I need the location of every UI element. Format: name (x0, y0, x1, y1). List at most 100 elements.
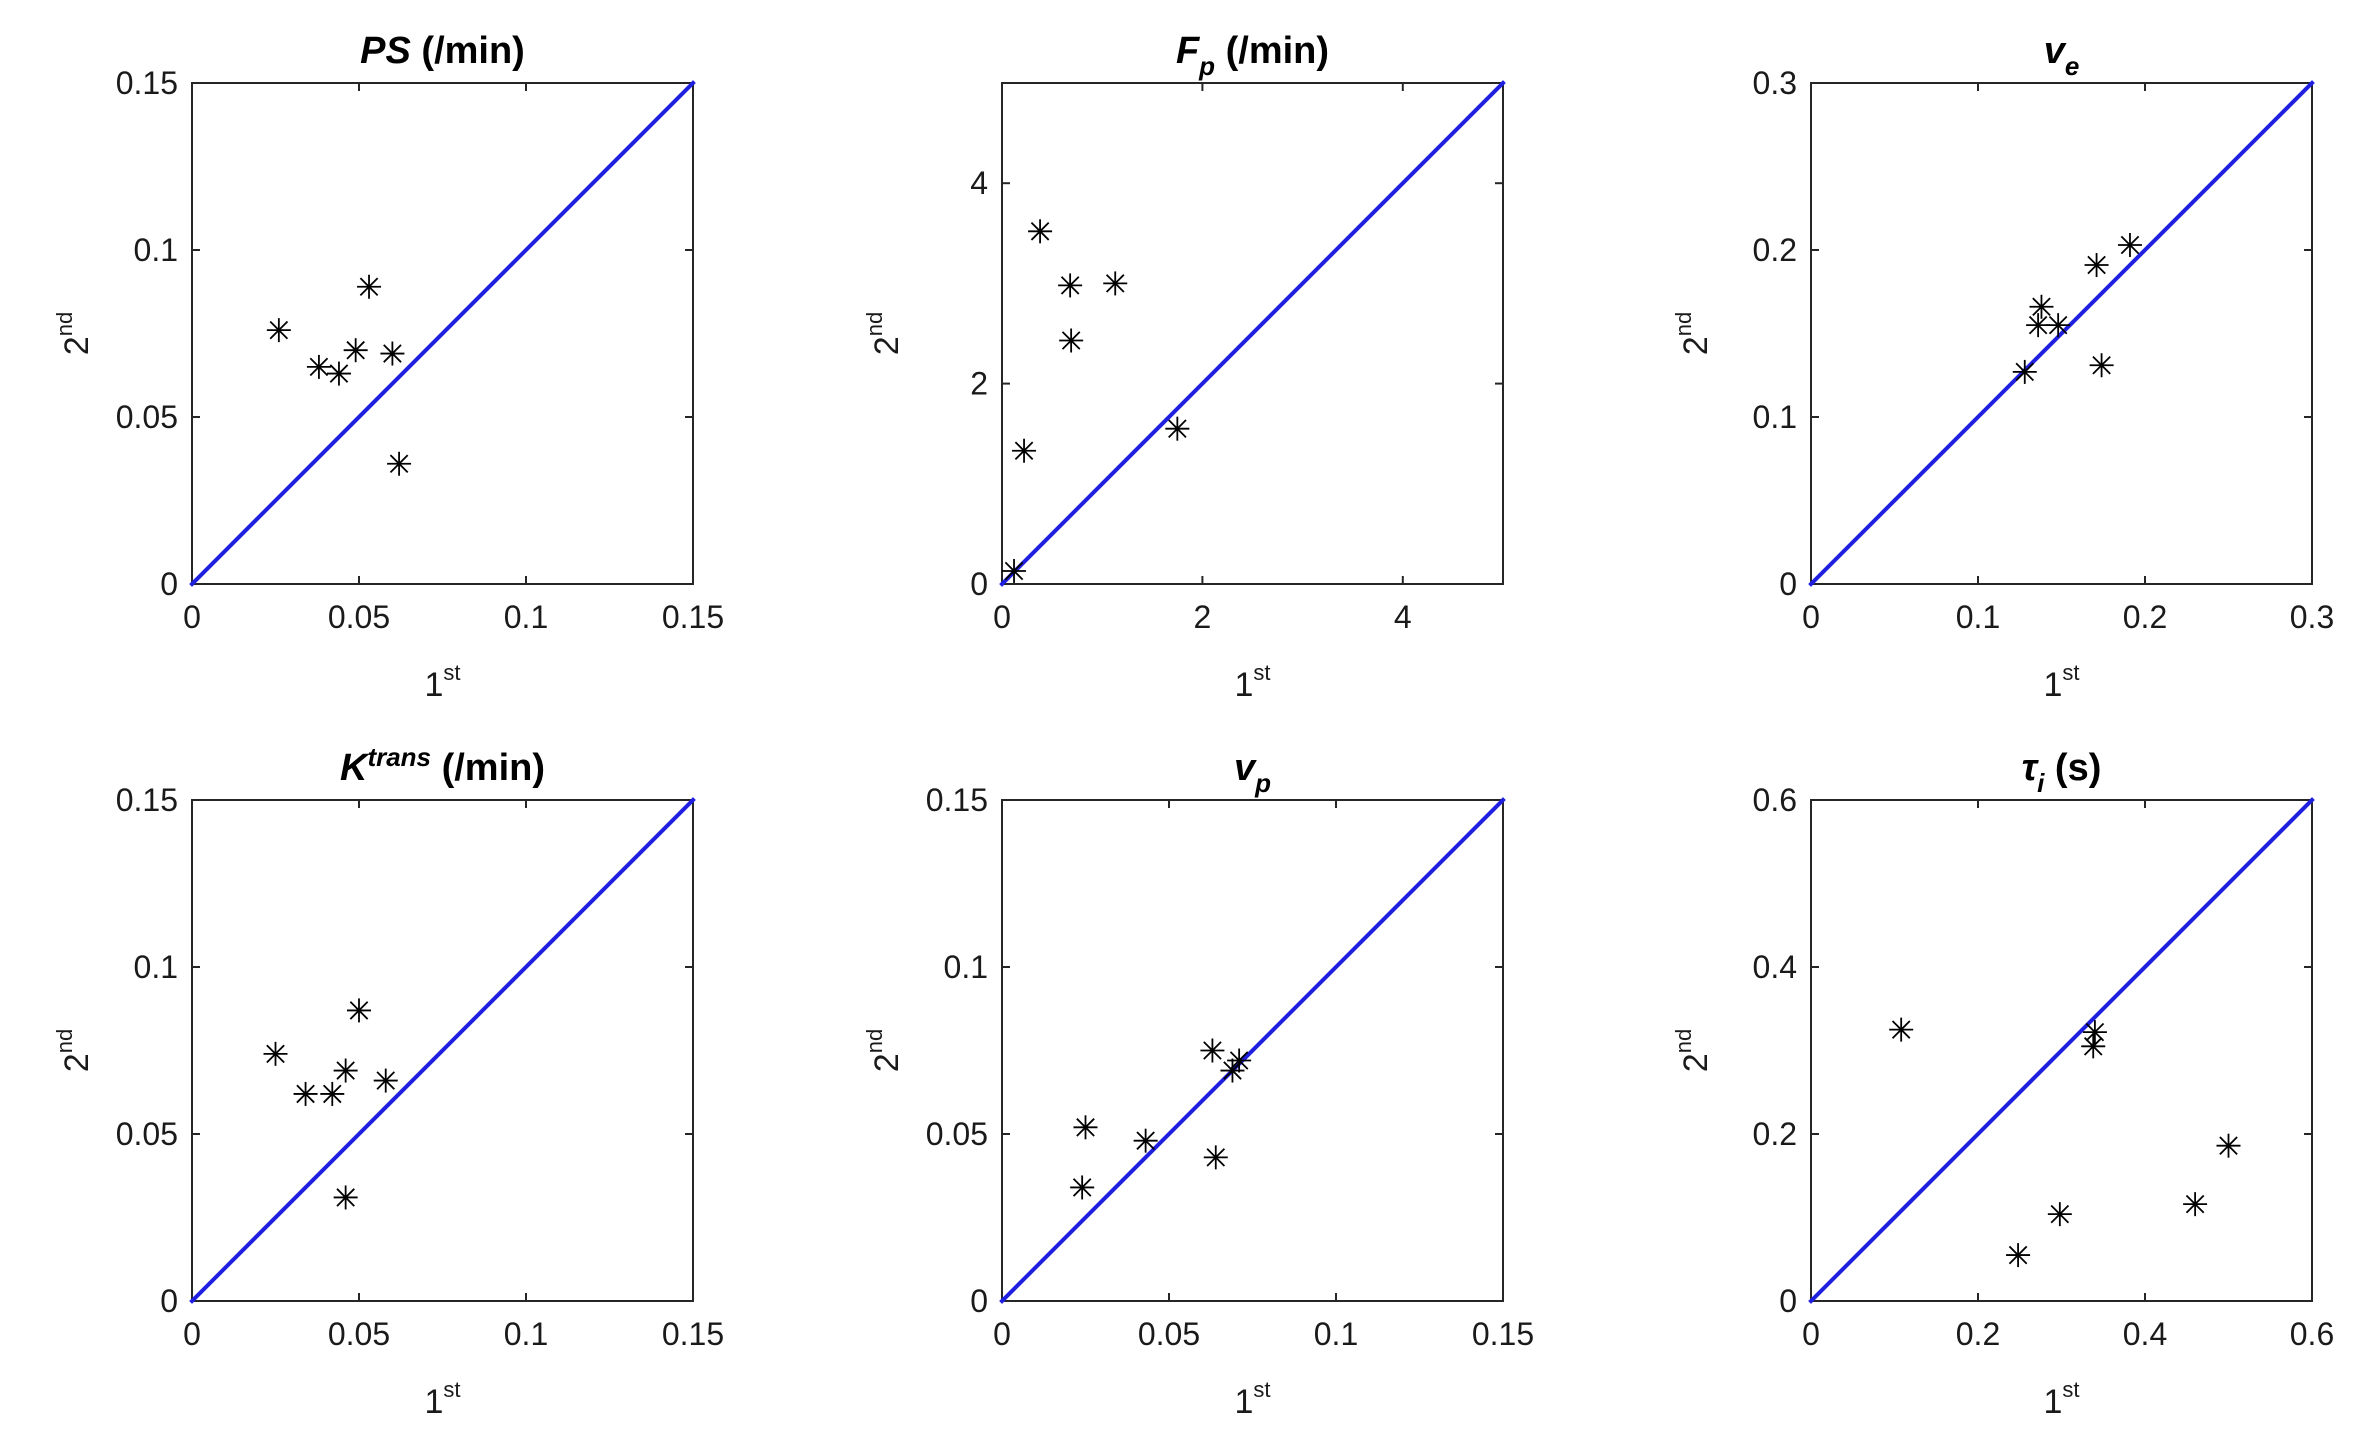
x-tick-label: 0.6 (2290, 1316, 2334, 1352)
x-axis-label: 1st (1234, 660, 1270, 704)
chart-title: Fp (/min) (1176, 30, 1329, 81)
y-tick-label: 4 (970, 165, 988, 201)
chart-title: PS (/min) (360, 30, 525, 72)
y-tick-label: 0.2 (1753, 1116, 1797, 1152)
data-point (2047, 1202, 2072, 1227)
x-axis-label: 1st (2043, 1377, 2079, 1421)
data-point (2081, 1034, 2106, 1059)
x-axis-label: 1st (424, 1377, 460, 1421)
x-axis-label: 1st (424, 660, 460, 704)
data-point (1889, 1017, 1914, 1042)
data-point (1028, 219, 1053, 244)
y-tick-label: 0.1 (134, 232, 178, 268)
y-tick-label: 0.1 (134, 949, 178, 985)
data-point (2029, 294, 2054, 319)
data-point (2026, 313, 2051, 338)
y-tick-label: 0.3 (1753, 65, 1797, 101)
data-point (1200, 1038, 1225, 1063)
y-axis-label: 2nd (1671, 312, 1715, 355)
panel-2: 0 2 4 0 2 4 Fp (/min) 1st 2nd (862, 30, 1506, 704)
axes-frame (1001, 799, 1504, 1302)
data-point (2216, 1133, 2241, 1158)
data-point (1073, 1115, 1098, 1140)
data-point (1165, 416, 1190, 441)
x-tick-label: 0 (1802, 599, 1820, 635)
x-tick-label: 0.3 (2290, 599, 2334, 635)
data-point (347, 998, 371, 1023)
y-tick-label: 0.15 (926, 782, 988, 818)
x-tick-label: 0.1 (504, 1316, 548, 1352)
data-point (1133, 1128, 1158, 1153)
data-point (2006, 1243, 2031, 1268)
panel-4: 0 0.05 0.1 0.15 0 0.05 0.1 0.15 Ktrans (/min) 1st… (52, 742, 724, 1421)
data-point (333, 1185, 358, 1210)
data-point (1059, 328, 1084, 353)
y-tick-label: 0.05 (116, 399, 178, 435)
y-tick-label: 0 (970, 566, 988, 602)
data-point (306, 354, 331, 379)
data-point (2084, 253, 2109, 278)
axes-frame (191, 82, 694, 585)
panel-3: 0 0.1 0.2 0.3 0 0.1 0.2 0.3 ve 1st 2nd (1671, 30, 2334, 704)
x-axis-label: 1st (2043, 660, 2079, 704)
data-point (343, 338, 368, 363)
x-tick-label: 0.15 (1472, 1316, 1534, 1352)
data-point (373, 1068, 398, 1093)
panel-6: 0 0.2 0.4 0.6 0 0.2 0.4 0.6 τi (s) 1st 2nd (1671, 747, 2334, 1421)
x-tick-label: 0.05 (328, 1316, 390, 1352)
x-tick-label: 0.05 (328, 599, 390, 635)
axes-frame (1810, 799, 2313, 1302)
data-point (1103, 271, 1128, 296)
identity-line (999, 80, 1506, 587)
y-tick-label: 0 (160, 566, 178, 602)
y-tick-label: 0.6 (1753, 782, 1797, 818)
x-tick-label: 0 (1802, 1316, 1820, 1352)
data-point (263, 1041, 288, 1066)
y-axis-label: 2nd (1671, 1029, 1715, 1072)
y-tick-label: 2 (970, 366, 988, 402)
axes-frame (191, 799, 694, 1302)
x-tick-label: 0.1 (504, 599, 548, 635)
data-point (380, 341, 405, 366)
data-point (2046, 313, 2071, 338)
data-point (2082, 1020, 2107, 1045)
chart-title: vp (1234, 747, 1271, 798)
x-tick-label: 0.2 (2123, 599, 2167, 635)
x-tick-label: 2 (1194, 599, 1212, 635)
data-point (320, 1081, 345, 1106)
x-tick-label: 0 (993, 1316, 1011, 1352)
y-tick-label: 0 (160, 1283, 178, 1319)
data-point (1012, 438, 1037, 463)
data-point (2183, 1192, 2208, 1217)
x-tick-label: 4 (1394, 599, 1412, 635)
identity-line (999, 797, 1506, 1304)
panel-5: 0 0.05 0.1 0.15 0 0.05 0.1 0.15 vp 1st 2nd (862, 747, 1534, 1421)
y-axis-label: 2nd (52, 312, 96, 355)
y-tick-label: 0.4 (1753, 949, 1797, 985)
data-point (2117, 232, 2142, 257)
y-axis-label: 2nd (52, 1029, 96, 1072)
data-point (293, 1081, 318, 1106)
x-tick-label: 0.2 (1956, 1316, 2000, 1352)
y-axis-label: 2nd (862, 1029, 906, 1072)
identity-line (189, 797, 696, 1304)
x-tick-label: 0 (183, 599, 201, 635)
x-tick-label: 0.15 (662, 1316, 724, 1352)
data-point (2012, 359, 2037, 384)
data-point (1220, 1058, 1245, 1083)
x-tick-label: 0.05 (1138, 1316, 1200, 1352)
axes-frame (1001, 82, 1504, 585)
panel-1: 0 0.05 0.1 0.15 0 0.05 0.1 0.15 PS (/min) 1st 2nd (52, 30, 724, 704)
data-point (1227, 1048, 1252, 1073)
y-tick-label: 0.2 (1753, 232, 1797, 268)
x-tick-label: 0 (183, 1316, 201, 1352)
data-point (1203, 1145, 1228, 1170)
data-point (1058, 273, 1083, 298)
x-tick-label: 0.1 (1314, 1316, 1358, 1352)
data-point (266, 318, 291, 343)
x-tick-label: 0 (993, 599, 1011, 635)
data-point (1002, 558, 1027, 583)
chart-title: ve (2044, 30, 2080, 81)
x-axis-label: 1st (1234, 1377, 1270, 1421)
chart-title: τi (s) (2022, 747, 2102, 798)
